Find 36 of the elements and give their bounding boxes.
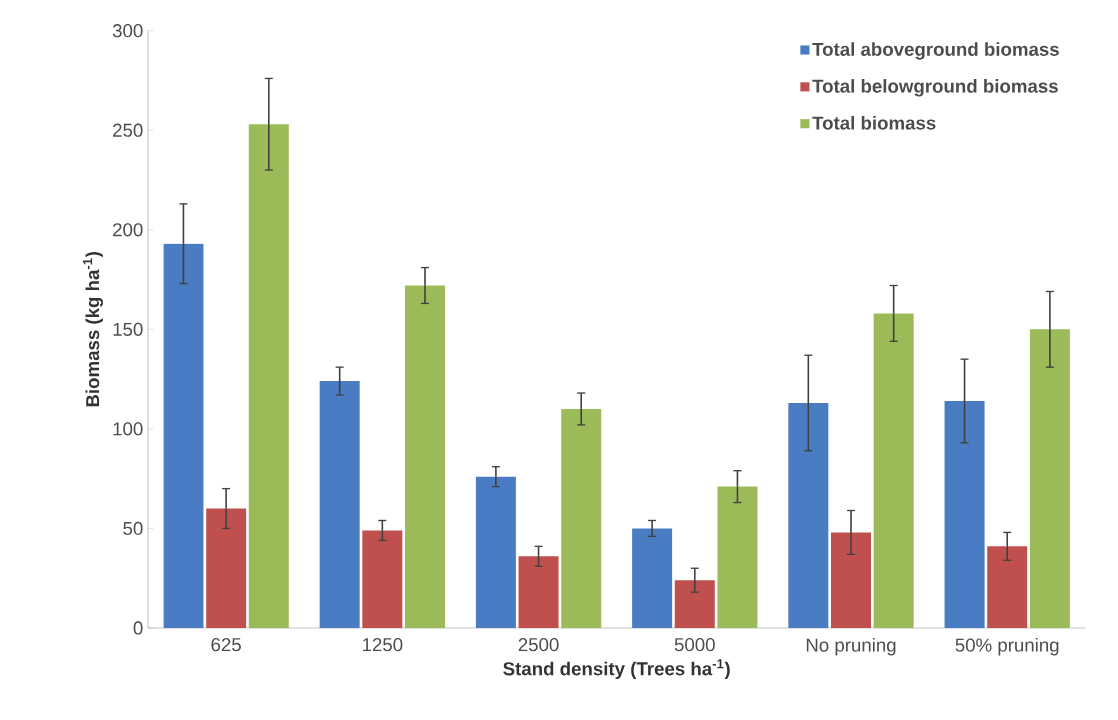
y-tick-label: 50 <box>123 521 143 536</box>
bar <box>632 528 673 628</box>
y-tick-label: 0 <box>133 621 143 635</box>
x-tick-label: 1250 <box>363 638 403 652</box>
x-tick-label: 2500 <box>518 638 559 652</box>
legend-label: Total biomass <box>812 115 936 130</box>
y-axis-title: Biomass (kg ha$^{-1}$) <box>83 252 103 407</box>
y-tick-label: 300 <box>112 24 143 38</box>
bar <box>518 556 559 628</box>
bar <box>674 580 715 628</box>
y-tick-label: 250 <box>113 123 143 137</box>
bar <box>788 402 829 628</box>
bar <box>831 532 871 628</box>
bar <box>475 476 516 628</box>
x-tick-label: No pruning <box>806 638 896 656</box>
bar <box>944 401 985 628</box>
x-tick-label: 50% pruning <box>955 638 1059 656</box>
y-tick-label: 150 <box>113 322 143 336</box>
x-tick-label: 5000 <box>674 638 715 652</box>
x-axis-title: Stand density (Trees ha$^{-1}$) <box>503 659 730 680</box>
bar <box>206 508 247 628</box>
bar <box>362 530 403 628</box>
bar <box>717 486 758 628</box>
bar <box>1029 329 1070 628</box>
bar <box>873 313 914 628</box>
legend-label: Total aboveground biomass <box>812 42 1059 60</box>
bar <box>319 381 360 628</box>
bar <box>163 243 204 628</box>
y-tick-label: 200 <box>113 223 143 237</box>
bar <box>405 285 446 628</box>
legend-label: Total belowground biomass <box>812 79 1058 97</box>
y-tick-label: 100 <box>113 422 143 436</box>
bar <box>987 546 1028 628</box>
bar <box>561 408 602 628</box>
x-tick-label: 625 <box>211 638 241 652</box>
bar <box>248 124 289 628</box>
